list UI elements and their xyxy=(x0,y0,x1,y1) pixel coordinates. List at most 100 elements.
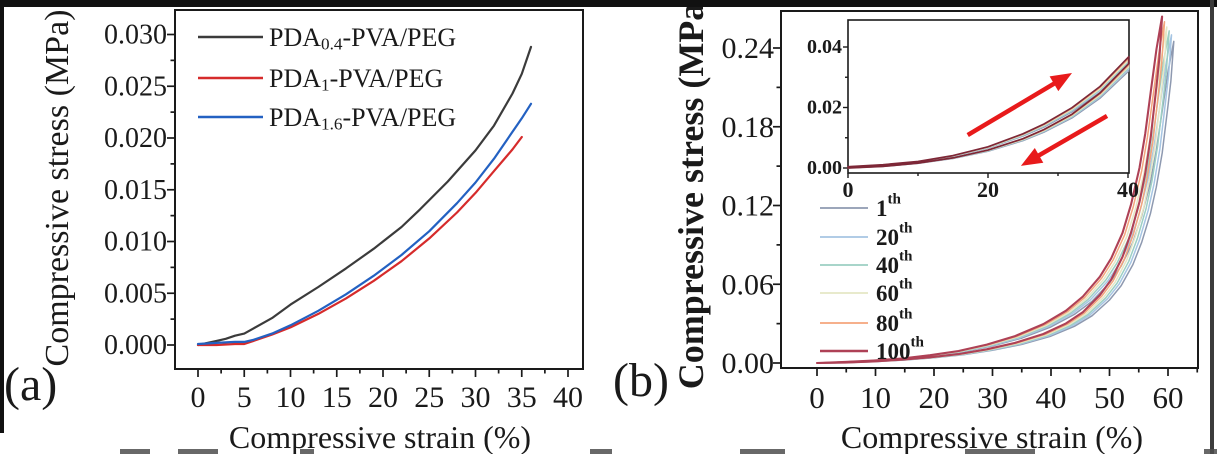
label-part: 60 xyxy=(876,281,899,306)
x-tick-label: 40 xyxy=(1117,177,1139,202)
figure-left-border xyxy=(0,7,4,433)
x-tick-label: 0 xyxy=(843,177,854,202)
label-part: 0.005 xyxy=(104,278,167,309)
x-tick-label: 20 xyxy=(977,177,999,202)
label-part: 80 xyxy=(876,311,899,336)
series-line-pda1pvapeg xyxy=(196,135,523,347)
legend-label: 20th xyxy=(876,219,913,250)
label-part: 60 xyxy=(1153,380,1184,415)
label-part: 0.015 xyxy=(104,174,167,205)
label-part: 20 xyxy=(919,380,950,415)
y-tick-label: 0.00 xyxy=(722,347,775,380)
legend-label: 60th xyxy=(876,275,913,306)
label-part: 0.000 xyxy=(104,330,167,361)
y-tick-label: 0.025 xyxy=(104,71,167,102)
cropped-fragment xyxy=(300,449,314,454)
x-tick-label: 0 xyxy=(191,381,206,414)
label-part: 40 xyxy=(553,381,583,414)
cropped-fragment xyxy=(120,449,150,454)
label-part: 30 xyxy=(461,381,491,414)
cropped-fragment xyxy=(965,449,1035,454)
panel-tag: (b) xyxy=(613,354,669,407)
arrow-head xyxy=(1020,148,1044,166)
x-tick-label: 25 xyxy=(414,381,444,414)
label-part: th xyxy=(911,333,925,350)
label-part: 25 xyxy=(414,381,444,414)
y-tick-label: 0.06 xyxy=(722,268,775,301)
legend-label: PDA0.4-PVA/PEG xyxy=(269,23,456,54)
label-part: 1 xyxy=(321,75,330,94)
label-part: -PVA/PEG xyxy=(330,64,444,93)
cropped-fragment xyxy=(740,449,785,454)
series-line-pda04pvapeg xyxy=(196,45,533,347)
y-tick-label: 0.030 xyxy=(104,19,167,50)
label-part: 0 xyxy=(843,177,854,202)
y-tick-label: 0.00 xyxy=(807,157,842,179)
label-part: 0.020 xyxy=(104,123,167,154)
x-tick-label: 50 xyxy=(1094,380,1125,415)
label-part: Compressive stress (MPa) xyxy=(39,10,76,367)
label-part: 40 xyxy=(1036,380,1067,415)
label-part: PDA xyxy=(269,23,321,52)
arrow-line xyxy=(1036,114,1109,159)
label-part: Compressive strain (%) xyxy=(229,419,531,454)
label-part: 100 xyxy=(876,339,911,364)
x-tick-label: 30 xyxy=(977,380,1008,415)
figure-top-border xyxy=(0,0,1217,7)
y-tick-label: 0.02 xyxy=(807,97,842,119)
x-tick-label: 0 xyxy=(809,380,825,415)
legend-label: PDA1.6-PVA/PEG xyxy=(269,103,456,134)
x-tick-label: 20 xyxy=(919,380,950,415)
label-part: 1 xyxy=(876,196,888,221)
label-part: 40 xyxy=(876,253,899,278)
legend-label: 80th xyxy=(876,305,913,336)
label-part: 10 xyxy=(860,380,891,415)
label-part: 0.06 xyxy=(722,268,775,301)
panel-a-chart: 0 5 10 15 20 25 30 35 40 0.000 0.005 0.010 0.015 0.02… xyxy=(4,9,584,454)
label-part: 0.4 xyxy=(321,34,343,53)
label-part: 0.025 xyxy=(104,71,167,102)
label-part: 0.030 xyxy=(104,19,167,50)
series-line-pda16pvapeg xyxy=(196,102,533,346)
cropped-fragment xyxy=(178,449,218,454)
x-axis-title: Compressive strain (%) xyxy=(229,419,531,454)
x-axis-title: Compressive strain (%) xyxy=(841,419,1143,454)
y-tick-label: 0.005 xyxy=(104,278,167,309)
cropped-fragment xyxy=(590,449,612,454)
x-tick-label: 10 xyxy=(860,380,891,415)
legend-label: PDA1-PVA/PEG xyxy=(269,64,443,95)
label-part: 0 xyxy=(809,380,825,415)
label-part: 0.02 xyxy=(807,97,842,119)
label-part: 5 xyxy=(237,381,252,414)
label-part: (b) xyxy=(613,354,669,407)
label-part: th xyxy=(899,219,913,236)
x-tick-label: 10 xyxy=(276,381,306,414)
label-part: Compressive strain (%) xyxy=(841,419,1143,454)
x-tick-label: 30 xyxy=(461,381,491,414)
label-part: -PVA/PEG xyxy=(343,103,457,132)
label-part: 0.12 xyxy=(722,189,775,222)
panel-b-chart: 0 10 20 30 40 50 600.000.060.120.180.241th20th… xyxy=(613,0,1199,454)
label-part: 30 xyxy=(977,380,1008,415)
figure-right-border xyxy=(1210,0,1214,454)
y-tick-label: 0.015 xyxy=(104,174,167,205)
series-line-100th xyxy=(815,15,1164,365)
y-axis-title: Compressive stress (MPa) xyxy=(39,10,76,367)
label-part: 0.04 xyxy=(807,36,842,58)
label-part: 0.010 xyxy=(104,226,167,257)
y-tick-label: 0.010 xyxy=(104,226,167,257)
x-tick-label: 15 xyxy=(322,381,352,414)
label-part: 10 xyxy=(276,381,306,414)
y-tick-label: 0.12 xyxy=(722,189,775,222)
label-part: 0 xyxy=(191,381,206,414)
x-tick-label: 5 xyxy=(237,381,252,414)
x-tick-label: 40 xyxy=(553,381,583,414)
label-part: 20 xyxy=(977,177,999,202)
x-tick-label: 40 xyxy=(1036,380,1067,415)
label-part: 40 xyxy=(1117,177,1139,202)
label-part: 0.24 xyxy=(722,32,775,65)
label-part: 0.18 xyxy=(722,110,775,143)
x-tick-label: 35 xyxy=(507,381,537,414)
label-part: -PVA/PEG xyxy=(343,23,457,52)
